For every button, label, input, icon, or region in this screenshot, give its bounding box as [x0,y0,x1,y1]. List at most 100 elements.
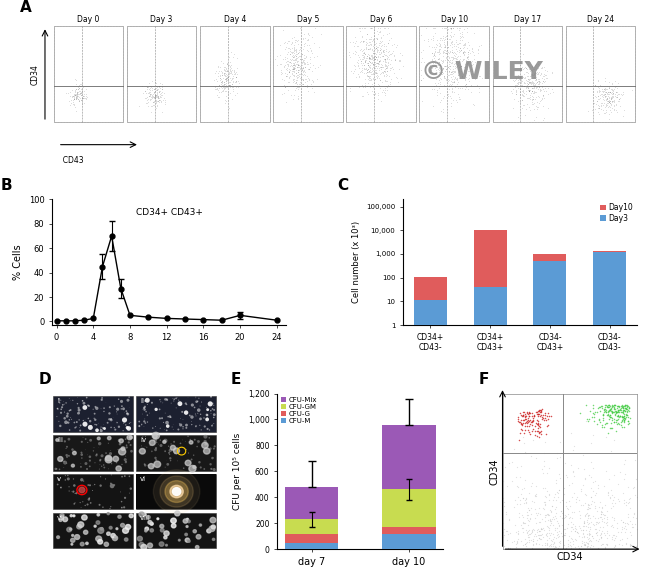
Point [437,64,448,73]
Point [523,76,534,85]
Point [369,62,379,71]
Point [588,542,599,551]
Point [557,531,567,540]
Circle shape [96,521,100,524]
Point [428,31,438,40]
Bar [493,27,562,122]
Point [373,52,384,61]
Point [583,513,593,523]
Point [90,420,100,429]
Point [614,406,625,415]
Point [77,94,87,103]
Point [291,55,301,64]
Point [609,417,619,427]
Point [555,511,566,520]
Circle shape [152,432,159,439]
Point [623,483,633,492]
Point [562,509,573,518]
Point [552,487,562,497]
Point [519,438,529,447]
Point [369,55,379,64]
Point [567,524,578,533]
Point [532,409,542,418]
Point [149,94,159,103]
Point [289,52,299,61]
Point [365,71,376,80]
Point [109,480,120,490]
Point [298,59,309,68]
Point [96,424,106,434]
Point [529,79,539,88]
Point [377,77,387,87]
Point [580,537,591,546]
Circle shape [60,516,63,518]
Point [222,71,232,80]
Point [124,472,135,481]
Point [64,451,74,461]
Point [598,94,608,103]
Point [350,64,361,73]
Point [297,74,307,83]
Point [221,69,231,79]
Point [519,425,530,434]
Point [619,403,630,413]
Point [355,38,365,47]
Point [517,418,528,428]
Point [286,48,296,57]
Point [72,89,82,98]
Point [610,76,620,86]
Point [608,89,618,98]
Circle shape [210,517,216,523]
Point [599,85,609,94]
Point [283,61,293,70]
Point [523,75,534,84]
Point [430,28,441,37]
Point [289,75,300,84]
Point [518,101,528,110]
Point [57,403,68,412]
Point [630,455,641,465]
Point [392,74,402,83]
Point [510,544,521,553]
Point [470,58,480,67]
Point [534,406,544,415]
Point [73,94,83,103]
Point [506,86,516,95]
Point [590,528,601,538]
Point [360,57,370,66]
Point [89,443,99,453]
Point [604,412,615,421]
Point [576,544,586,553]
Point [209,465,219,474]
Point [618,417,629,427]
Point [554,522,565,531]
Point [518,432,528,442]
Point [391,40,402,50]
Point [371,61,382,71]
Point [521,526,532,535]
Point [540,77,551,86]
Point [418,73,428,83]
Point [515,76,526,86]
Point [606,94,616,103]
Point [165,454,176,463]
Point [435,88,445,97]
Point [591,488,601,498]
Point [462,52,473,61]
Bar [136,473,216,509]
Point [534,503,545,513]
Point [614,94,625,103]
Point [508,103,518,112]
Point [618,402,628,411]
Point [83,500,93,509]
Point [509,502,519,512]
Point [183,392,193,402]
Point [443,66,454,75]
Point [445,79,456,88]
Point [213,87,224,97]
Point [105,502,116,512]
Point [304,60,314,69]
Circle shape [82,515,87,520]
Point [225,65,235,75]
Point [602,97,612,106]
